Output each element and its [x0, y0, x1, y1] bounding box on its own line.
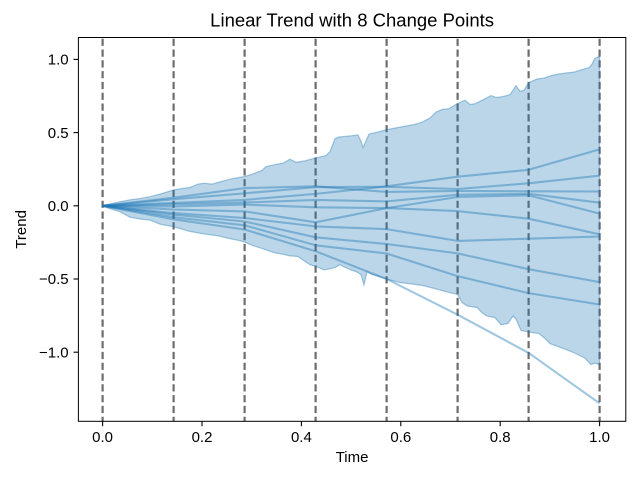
svg-text:0.0: 0.0 [48, 198, 69, 215]
svg-text:−0.5: −0.5 [39, 271, 69, 288]
svg-text:−1.0: −1.0 [39, 344, 69, 361]
svg-text:Time: Time [336, 449, 369, 466]
svg-text:0.4: 0.4 [291, 429, 312, 446]
svg-text:0.0: 0.0 [92, 429, 113, 446]
svg-text:0.2: 0.2 [192, 429, 213, 446]
svg-text:1.0: 1.0 [48, 52, 69, 69]
svg-text:1.0: 1.0 [589, 429, 610, 446]
svg-text:0.6: 0.6 [390, 429, 411, 446]
svg-text:Linear Trend with 8 Change Poi: Linear Trend with 8 Change Points [210, 10, 494, 31]
svg-text:0.5: 0.5 [48, 125, 69, 142]
svg-text:0.8: 0.8 [490, 429, 511, 446]
svg-text:Trend: Trend [13, 210, 30, 249]
